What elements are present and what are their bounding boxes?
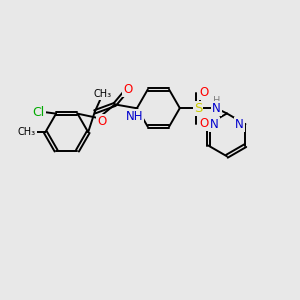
Text: Cl: Cl — [33, 106, 45, 118]
Text: O: O — [199, 86, 208, 99]
Text: O: O — [123, 82, 132, 96]
Text: CH₃: CH₃ — [94, 89, 112, 99]
Text: H: H — [212, 96, 220, 106]
Text: N: N — [212, 102, 220, 115]
Text: O: O — [98, 115, 106, 128]
Text: CH₃: CH₃ — [18, 127, 36, 137]
Text: S: S — [194, 102, 202, 115]
Text: N: N — [235, 118, 244, 131]
Text: O: O — [199, 117, 208, 130]
Text: NH: NH — [126, 110, 143, 123]
Text: N: N — [210, 118, 219, 131]
